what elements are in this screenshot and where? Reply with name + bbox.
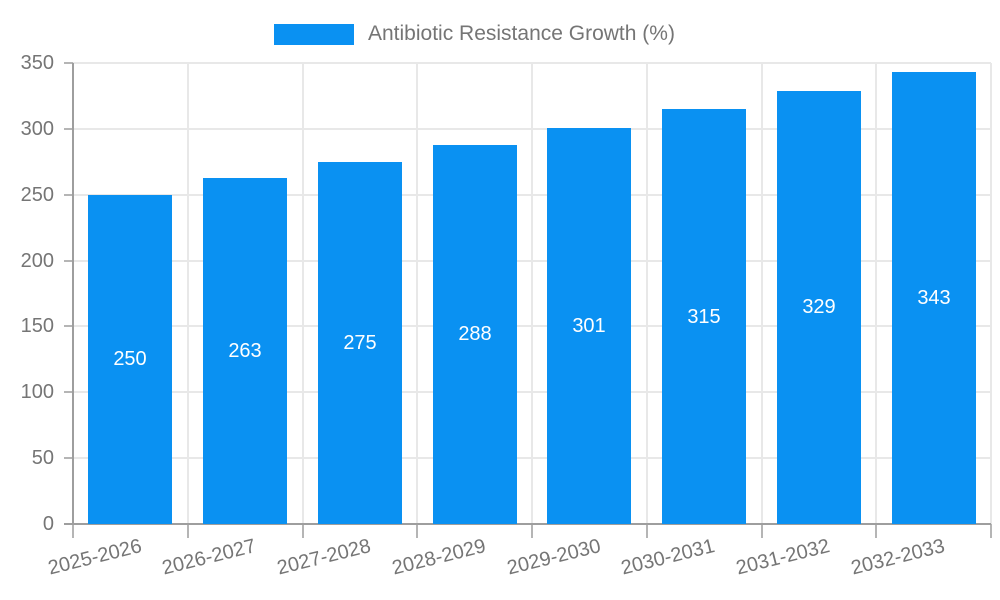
x-axis-tick <box>875 524 877 538</box>
x-axis-label: 2026-2027 <box>160 535 259 580</box>
bar-value-label: 329 <box>802 296 836 318</box>
bar[interactable] <box>88 195 172 524</box>
x-gridline <box>990 63 992 524</box>
y-axis-tick <box>64 260 73 262</box>
x-gridline <box>187 63 189 524</box>
x-axis-tick <box>990 524 992 538</box>
x-axis-label: 2030-2031 <box>619 535 718 580</box>
x-axis-tick <box>531 524 533 538</box>
y-axis-tick <box>64 128 73 130</box>
y-axis-label: 150 <box>20 315 54 337</box>
x-gridline <box>646 63 648 524</box>
bar-value-label: 288 <box>458 323 492 345</box>
bar[interactable] <box>662 109 746 524</box>
y-axis-label: 300 <box>20 118 54 140</box>
y-axis-label: 50 <box>31 447 54 469</box>
x-axis-label: 2029-2030 <box>504 535 603 580</box>
x-axis-tick <box>416 524 418 538</box>
y-axis-label: 200 <box>20 250 54 272</box>
x-axis-label: 2031-2032 <box>734 535 833 580</box>
x-axis-tick <box>302 524 304 538</box>
y-axis-label: 100 <box>20 381 54 403</box>
bar-value-label: 250 <box>113 348 147 370</box>
x-axis-label: 2027-2028 <box>275 535 374 580</box>
x-axis-tick <box>187 524 189 538</box>
x-gridline <box>416 63 418 524</box>
bar[interactable] <box>547 128 631 524</box>
bar-value-label: 315 <box>687 306 721 328</box>
bar-value-label: 343 <box>917 287 951 309</box>
bar[interactable] <box>777 91 861 524</box>
x-gridline <box>761 63 763 524</box>
x-gridline <box>531 63 533 524</box>
y-axis-label: 350 <box>20 52 54 74</box>
x-gridline <box>875 63 877 524</box>
x-axis-tick <box>761 524 763 538</box>
legend-swatch <box>274 23 354 45</box>
x-axis-label: 2025-2026 <box>45 535 144 580</box>
x-axis-tick <box>646 524 648 538</box>
legend[interactable]: Antibiotic Resistance Growth (%) <box>274 22 675 46</box>
y-axis-tick <box>64 457 73 459</box>
x-gridline <box>302 63 304 524</box>
x-axis-label: 2032-2033 <box>848 535 947 580</box>
bar[interactable] <box>433 145 517 524</box>
y-axis-label: 0 <box>42 513 54 535</box>
bar[interactable] <box>203 178 287 524</box>
bar-value-label: 275 <box>343 332 377 354</box>
bar-value-label: 301 <box>572 315 606 337</box>
y-axis-tick <box>64 62 73 64</box>
bar-value-label: 263 <box>228 340 262 362</box>
y-axis-tick <box>64 391 73 393</box>
y-axis-tick <box>64 194 73 196</box>
legend-label: Antibiotic Resistance Growth (%) <box>368 22 675 45</box>
y-axis-label: 250 <box>20 184 54 206</box>
bar[interactable] <box>892 72 976 524</box>
x-axis-tick <box>72 524 74 538</box>
x-axis-line <box>64 523 991 525</box>
y-axis-line <box>72 63 74 524</box>
x-axis-label: 2028-2029 <box>389 535 488 580</box>
y-axis-tick <box>64 325 73 327</box>
bar[interactable] <box>318 162 402 524</box>
